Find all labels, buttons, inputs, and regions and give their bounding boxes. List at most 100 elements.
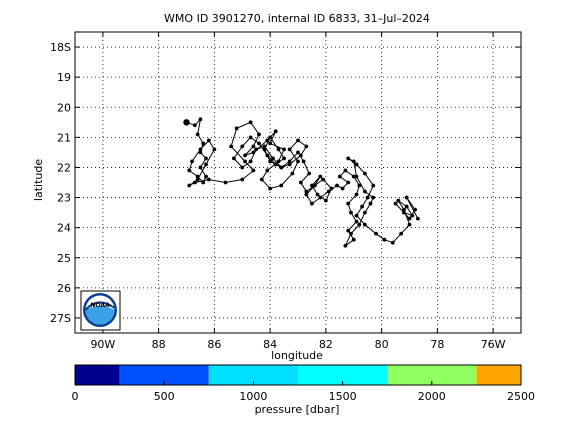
track-point [268,135,273,140]
track-point [363,171,367,176]
track-point [204,174,208,179]
track-point [287,162,292,167]
colorbar-tick-label: 2500 [507,390,535,403]
colorbar-segment [75,365,120,385]
track-point [251,150,256,155]
track-point [198,165,203,170]
y-tick-label: 25 [57,252,71,265]
track-point [279,165,284,170]
track-point [318,195,323,200]
y-tick-label: 26 [57,282,71,295]
track-point [198,117,203,122]
track-point [402,210,406,215]
track-point [206,138,211,143]
track-point [204,156,208,161]
y-tick-label: 18S [50,41,71,54]
track-point [363,189,367,194]
y-axis: 18S 19 20 21 22 23 24 25 26 27S [50,41,521,325]
track-point [212,147,217,152]
colorbar: 0 500 1000 1500 2000 2500 [72,364,535,403]
track-point [298,153,303,158]
track-point [273,162,278,167]
track-point [307,171,312,176]
track-point [290,171,295,176]
track-point [312,183,317,188]
x-axis: 90W 88 86 84 82 80 78 76W [90,32,506,351]
track-point [351,237,356,242]
track-point [287,147,292,152]
track-point [346,180,351,185]
track-point [407,222,412,227]
logo-bird [84,301,116,311]
track-point [349,210,353,215]
track-point [243,159,247,164]
track-point [399,231,404,236]
track-point [276,159,281,164]
colorbar-segment [387,365,477,385]
track-point [262,144,267,149]
track-point [363,210,367,215]
track-point [268,141,273,146]
track-point [343,168,348,173]
track-point [354,192,359,197]
track-point [287,159,292,164]
track-point [195,177,200,182]
track-point [354,213,359,218]
track-point [360,204,365,209]
x-tick-label: 84 [263,338,277,351]
track-point [354,162,359,167]
colorbar-segment [476,365,521,385]
y-axis-label: latitude [32,159,45,201]
track-point [337,174,342,179]
track-point [268,159,273,164]
track-point [343,243,348,248]
track-point [198,147,203,152]
track-point [354,219,359,224]
track-point [243,153,247,158]
y-tick-label: 23 [57,192,71,205]
track-point [201,141,206,146]
track-point [251,144,256,149]
track-point [346,228,351,233]
track-point [404,204,409,209]
track-point [271,156,275,161]
x-tick-label: 76W [481,338,506,351]
track-point [231,156,236,161]
track-point [248,159,253,164]
track-point [254,147,259,152]
track-point [371,183,376,188]
y-tick-label: 20 [57,101,71,114]
x-tick-label: 88 [152,338,166,351]
track-point [198,150,203,155]
track-point [413,207,417,212]
track-point [396,198,401,203]
track-point [351,174,356,179]
track-point [321,177,325,182]
x-axis-label: longitude [271,349,323,362]
colorbar-frame [74,364,522,386]
track-point [223,180,228,185]
x-tick-label: 90W [90,338,115,351]
track-point [268,186,273,191]
plot-area [74,31,522,334]
track-point [204,162,208,167]
track-point [251,168,256,173]
track-point [357,222,362,227]
x-tick-label: 82 [319,338,333,351]
y-tick-label: 21 [57,131,71,144]
x-tick-label: 86 [207,338,221,351]
track-point [318,174,323,179]
track-point [265,153,270,158]
track-point [296,138,300,143]
track-point [190,159,194,164]
track-point [310,201,314,206]
track-point [363,222,367,227]
logo-text: NOAA [90,302,110,309]
track-point [298,180,303,185]
track-point [357,183,362,188]
colorbar-tick-label: 1000 [239,390,267,403]
track-point [234,126,239,131]
track-point [296,159,300,164]
y-tick-label: 19 [57,71,71,84]
track-point [192,180,197,185]
